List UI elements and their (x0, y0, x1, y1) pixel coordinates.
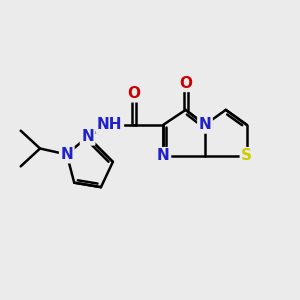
Text: N: N (199, 117, 212, 132)
Text: S: S (241, 148, 252, 164)
Text: N: N (60, 147, 73, 162)
Text: O: O (127, 86, 140, 101)
Text: N: N (157, 148, 170, 164)
Text: N: N (81, 129, 94, 144)
Text: NH: NH (97, 117, 123, 132)
Text: O: O (179, 76, 192, 91)
